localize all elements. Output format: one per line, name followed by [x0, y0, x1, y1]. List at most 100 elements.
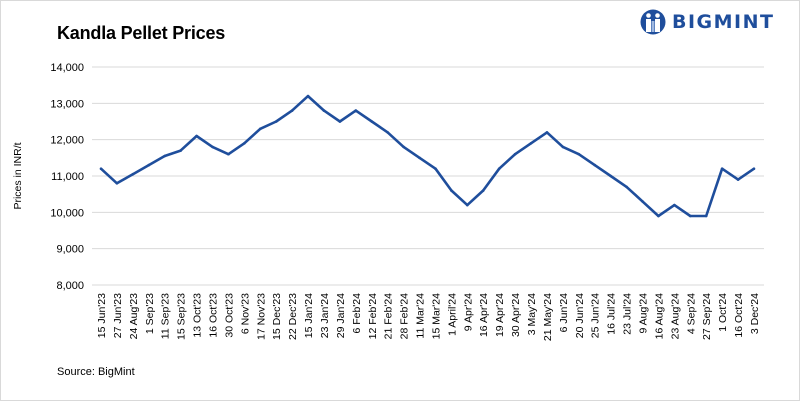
data-point — [466, 203, 469, 207]
x-tick-label: 22 Dec'23 — [287, 293, 299, 340]
price-line — [100, 94, 755, 218]
data-point — [338, 120, 342, 123]
data-point — [258, 127, 262, 131]
data-point — [274, 120, 278, 123]
y-tick-label: 11,000 — [51, 171, 84, 183]
source-note: Source: BigMint — [57, 366, 135, 378]
chart-title: Kandla Pellet Prices — [57, 23, 226, 43]
data-point — [641, 200, 644, 203]
x-tick-label: 28 Feb'24 — [399, 293, 411, 340]
x-tick-label: 15 Jun'23 — [96, 293, 108, 338]
x-tick-label: 9 Apr'24 — [462, 293, 474, 331]
data-point — [131, 172, 135, 176]
data-point — [322, 109, 326, 112]
y-tick-label: 9,000 — [56, 244, 84, 256]
x-tick-label: 25 Jun'24 — [590, 293, 602, 338]
data-point — [704, 214, 708, 218]
x-tick-label: 15 Dec'23 — [271, 293, 283, 340]
x-tick-label: 16 Jul'24 — [606, 293, 618, 335]
data-point — [481, 189, 485, 192]
brand-logo: BIGMINT — [640, 8, 775, 36]
x-tick-label: 6 Jun'24 — [558, 293, 570, 333]
data-point — [147, 163, 151, 167]
x-tick-label: 23 Jan'24 — [319, 293, 331, 338]
x-tick-label: 12 Feb'24 — [367, 293, 379, 340]
data-point — [163, 154, 167, 158]
y-tick-label: 14,000 — [50, 62, 84, 74]
x-tick-label: 11 Sep'23 — [160, 293, 172, 339]
x-tick-label: 30 Oct'23 — [223, 293, 235, 338]
x-tick-label: 23 Jul'24 — [622, 293, 634, 335]
x-tick-label: 11 Mar'24 — [415, 293, 427, 339]
data-point — [609, 174, 612, 178]
x-tick-label: 27 Sep'24 — [701, 293, 713, 340]
x-tick-label: 19 Apr'24 — [494, 293, 506, 337]
x-tick-label: 1 Sep'23 — [144, 293, 156, 334]
x-tick-label: 1 April'24 — [446, 293, 458, 336]
data-point — [497, 167, 501, 171]
x-tick-label: 16 Apr'24 — [478, 293, 490, 337]
data-point — [434, 167, 437, 171]
data-point — [211, 145, 214, 149]
y-tick-label: 13,000 — [50, 98, 84, 110]
data-point — [513, 152, 517, 156]
data-point — [306, 94, 310, 98]
gridlines — [92, 66, 764, 286]
data-point — [227, 152, 230, 156]
data-point — [290, 109, 294, 112]
data-point — [195, 134, 198, 138]
x-tick-label: 27 Jun'23 — [112, 293, 124, 338]
y-axis-ticks: 8,000 9,000 10,000 11,000 12,000 13,000 14,000 — [50, 62, 84, 292]
x-tick-label: 6 Nov'23 — [239, 293, 251, 334]
x-tick-label: 21 May'24 — [542, 293, 554, 341]
y-tick-label: 12,000 — [50, 135, 84, 147]
x-tick-label: 21 Feb'24 — [383, 293, 395, 340]
x-tick-label: 9 Aug'24 — [638, 293, 650, 334]
series-layer — [99, 94, 756, 218]
data-point — [625, 185, 628, 189]
x-tick-label: 16 Oct'23 — [207, 293, 219, 338]
data-point — [720, 167, 724, 171]
y-tick-label: 8,000 — [56, 280, 84, 292]
data-point — [736, 178, 740, 181]
data-point — [450, 189, 453, 192]
x-tick-label: 16 Oct'24 — [733, 293, 745, 338]
bigmint-figures-icon — [640, 9, 666, 35]
data-point — [673, 203, 676, 207]
data-point — [752, 167, 756, 171]
x-tick-label: 17 Nov'23 — [255, 293, 267, 340]
data-point — [545, 131, 549, 134]
data-point — [386, 131, 389, 134]
x-tick-label: 3 May'24 — [526, 293, 538, 335]
data-point — [179, 149, 182, 152]
data-point — [529, 142, 533, 145]
x-tick-label: 24 Aug'23 — [128, 293, 140, 340]
data-point — [402, 145, 405, 149]
x-tick-label: 16 Aug'24 — [653, 293, 665, 340]
x-tick-label: 15 Sep'23 — [176, 293, 188, 340]
data-point — [354, 109, 358, 112]
x-tick-label: 30 Apr'24 — [510, 293, 522, 337]
data-point — [243, 142, 246, 145]
x-tick-label: 4 Sep'24 — [685, 293, 697, 334]
data-point — [577, 152, 581, 156]
x-tick-label: 13 Oct'23 — [192, 293, 204, 338]
x-tick-label: 6 Feb'24 — [351, 293, 363, 334]
x-tick-label: 15 Jan'24 — [303, 293, 315, 338]
x-axis-ticks: 15 Jun'23 27 Jun'23 24 Aug'23 1 Sep'23 11 Se… — [96, 293, 761, 341]
data-point — [561, 145, 565, 149]
data-point — [99, 167, 103, 171]
data-point — [688, 214, 692, 218]
data-point — [115, 181, 119, 185]
x-tick-label: 1 Oct'24 — [717, 293, 729, 332]
data-point — [418, 156, 421, 160]
data-point — [593, 163, 597, 167]
x-tick-label: 29 Jan'24 — [335, 293, 347, 338]
y-axis-label: Prices in INR/t — [12, 142, 24, 209]
x-tick-label: 3 Dec'24 — [749, 293, 761, 334]
x-tick-label: 20 Jun'24 — [574, 293, 586, 338]
y-tick-label: 10,000 — [50, 207, 84, 219]
data-point — [370, 120, 374, 123]
data-point — [657, 214, 660, 218]
